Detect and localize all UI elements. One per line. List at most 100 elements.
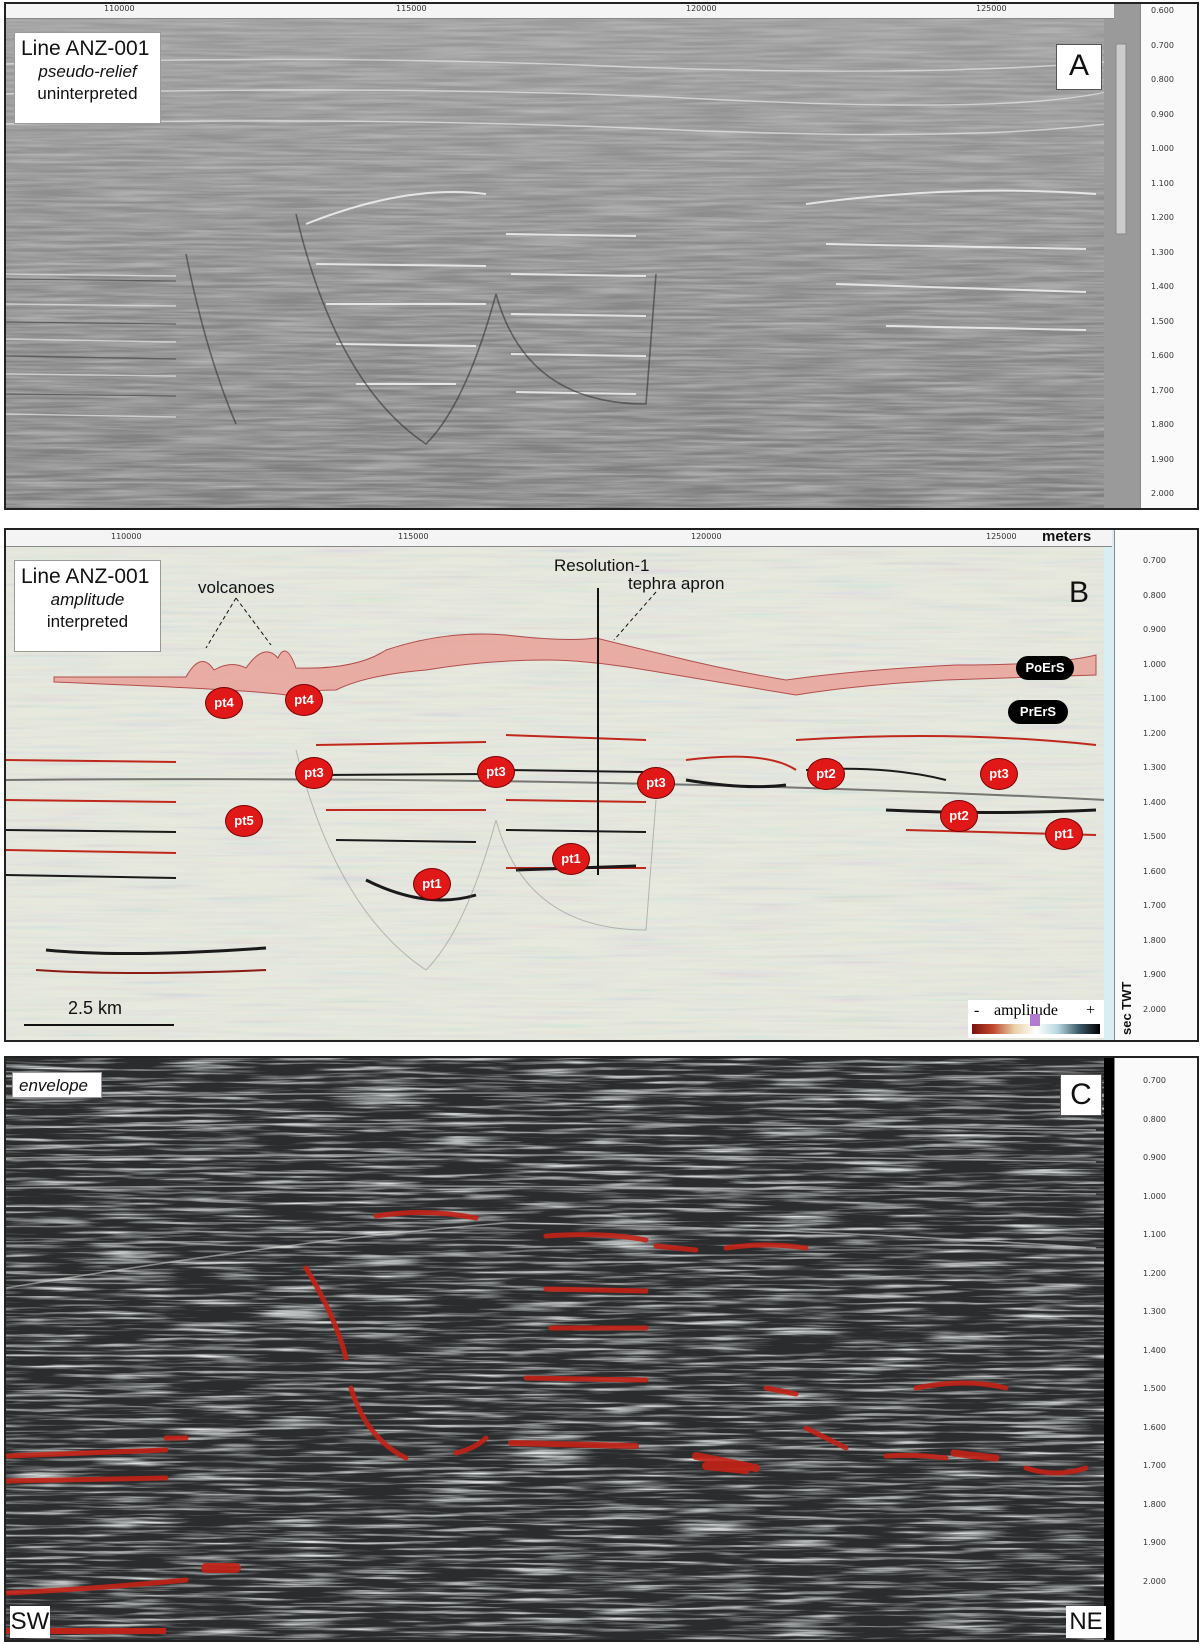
panel-a-right-axis: 0.600 0.700 0.800 0.900 1.000 1.100 1.200 1.300… bbox=[1140, 4, 1197, 508]
y-tick: 0.600 bbox=[1151, 6, 1174, 15]
legend-label: amplitude bbox=[994, 1002, 1058, 1019]
marker-pt4: pt4 bbox=[286, 685, 322, 715]
x-tick: 125000 bbox=[986, 532, 1017, 541]
y-tick: 1.000 bbox=[1143, 659, 1166, 669]
x-tick: 120000 bbox=[691, 532, 722, 541]
surface-label-prers: PrErS bbox=[1008, 700, 1068, 724]
scale-bar: 2.5 km bbox=[24, 998, 174, 1028]
y-tick: 0.800 bbox=[1143, 1114, 1166, 1124]
marker-pt2: pt2 bbox=[808, 759, 844, 789]
panel-letter-a: A bbox=[1056, 44, 1102, 90]
y-tick: 1.300 bbox=[1143, 763, 1166, 772]
marker-pt3: pt3 bbox=[296, 758, 332, 788]
x-tick: 115000 bbox=[398, 532, 429, 541]
y-tick: 1.500 bbox=[1143, 832, 1166, 841]
marker-pt4: pt4 bbox=[206, 688, 242, 718]
y-tick: 2.000 bbox=[1143, 1576, 1166, 1586]
legend-plus: + bbox=[1086, 1002, 1096, 1019]
y-tick: 1.200 bbox=[1143, 1268, 1166, 1278]
legend-colorbar bbox=[972, 1024, 1100, 1034]
y-tick-list: 0.600 0.700 0.800 0.900 1.000 1.100 1.200 1.300… bbox=[1151, 4, 1195, 508]
y-tick: 1.600 bbox=[1151, 351, 1174, 360]
panel-b-top-axis: 110000 115000 120000 125000 meters bbox=[6, 530, 1112, 547]
marker-layer: pt4 pt4 pt5 pt3 pt3 pt3 pt2 pt3 pt2 pt1 pt1 pt1 bbox=[6, 530, 1106, 1040]
marker-pt3: pt3 bbox=[981, 759, 1017, 789]
y-tick: 1.700 bbox=[1143, 901, 1166, 910]
y-tick: 2.000 bbox=[1143, 1004, 1166, 1014]
y-tick: 1.800 bbox=[1143, 1499, 1166, 1509]
amplitude-legend: - amplitude + bbox=[968, 1000, 1104, 1038]
y-tick: 0.900 bbox=[1143, 1153, 1166, 1162]
x-unit-label: meters bbox=[1042, 528, 1092, 545]
panel-b-label: Line ANZ-001 amplitude interpreted bbox=[14, 560, 161, 652]
legend-histogram bbox=[1030, 1014, 1040, 1026]
well-label: Resolution-1 bbox=[554, 556, 650, 575]
status-text: uninterpreted bbox=[37, 84, 138, 103]
y-tick: 1.400 bbox=[1151, 282, 1174, 291]
tephra-apron-label: tephra apron bbox=[628, 574, 725, 593]
y-tick: 0.700 bbox=[1151, 40, 1174, 50]
y-tick: 1.200 bbox=[1151, 213, 1174, 222]
panel-c: 0.700 0.800 0.900 1.000 1.100 1.200 1.300 1.400… bbox=[4, 1056, 1199, 1642]
y-tick: 0.800 bbox=[1143, 590, 1166, 600]
x-tick: 110000 bbox=[104, 4, 135, 13]
x-tick: 125000 bbox=[976, 4, 1007, 13]
y-tick: 0.900 bbox=[1143, 625, 1166, 634]
panel-a-label: Line ANZ-001 pseudo-relief uninterpreted bbox=[14, 32, 161, 124]
panel-b: 110000 115000 120000 125000 meters 0.700… bbox=[4, 528, 1199, 1042]
panel-letter-b: B bbox=[1068, 576, 1089, 609]
y-tick: 1.100 bbox=[1143, 694, 1166, 703]
y-tick: 1.900 bbox=[1151, 454, 1174, 464]
y-tick: 1.800 bbox=[1151, 420, 1174, 429]
marker-pt3: pt3 bbox=[638, 768, 674, 798]
y-tick: 1.900 bbox=[1143, 1538, 1166, 1547]
marker-pt2: pt2 bbox=[941, 801, 977, 831]
y-tick: 1.100 bbox=[1143, 1230, 1166, 1239]
marker-pt1: pt1 bbox=[414, 869, 450, 899]
x-tick: 110000 bbox=[111, 532, 142, 541]
y-tick: 1.400 bbox=[1143, 797, 1166, 807]
y-tick: 1.600 bbox=[1143, 1422, 1166, 1432]
scale-bar-label: 2.5 km bbox=[68, 998, 123, 1018]
y-tick-list: 0.700 0.800 0.900 1.000 1.100 1.200 1.300 1.400… bbox=[1143, 530, 1193, 1040]
attribute-name: envelope bbox=[19, 1076, 89, 1095]
line-title: Line ANZ-001 bbox=[21, 565, 150, 588]
marker-pt3: pt3 bbox=[478, 757, 514, 787]
panel-c-label: envelope bbox=[12, 1072, 102, 1098]
y-tick-list: 0.700 0.800 0.900 1.000 1.100 1.200 1.300 1.400… bbox=[1143, 1058, 1193, 1640]
panel-a-seismic bbox=[6, 4, 1197, 508]
y-tick: 1.600 bbox=[1143, 866, 1166, 876]
direction-sw: SW bbox=[10, 1606, 50, 1638]
y-tick: 1.500 bbox=[1143, 1384, 1166, 1393]
y-tick: 1.300 bbox=[1151, 247, 1174, 257]
y-tick: 1.700 bbox=[1143, 1461, 1166, 1470]
marker-pt1: pt1 bbox=[553, 844, 589, 874]
status-text: interpreted bbox=[46, 612, 129, 631]
line-title: Line ANZ-001 bbox=[21, 37, 150, 60]
surface-label-poers: PoErS bbox=[1016, 656, 1074, 680]
y-tick: 1.300 bbox=[1143, 1307, 1166, 1316]
y-tick: 0.700 bbox=[1143, 1076, 1166, 1085]
volcanoes-label: volcanoes bbox=[198, 578, 275, 597]
panel-b-right-axis: 0.700 0.800 0.900 1.000 1.100 1.200 1.300 1.400… bbox=[1114, 530, 1197, 1040]
panel-a: 110000 115000 120000 125000 0.600 0.700 0.… bbox=[4, 2, 1199, 510]
attribute-name: amplitude bbox=[50, 590, 125, 609]
y-tick: 1.200 bbox=[1143, 728, 1166, 738]
y-unit-label: sec TWT bbox=[1119, 981, 1134, 1035]
scale-bar-line bbox=[24, 1024, 174, 1026]
y-tick: 1.800 bbox=[1143, 935, 1166, 945]
y-tick: 1.400 bbox=[1143, 1345, 1166, 1355]
tephra-apron-shape bbox=[53, 633, 1097, 696]
y-tick: 1.000 bbox=[1151, 144, 1174, 153]
panel-c-seismic bbox=[6, 1058, 1197, 1640]
marker-pt1: pt1 bbox=[1046, 819, 1082, 849]
x-tick: 120000 bbox=[686, 4, 717, 13]
y-tick: 1.100 bbox=[1151, 178, 1174, 188]
y-tick: 0.700 bbox=[1143, 556, 1166, 565]
y-tick: 0.800 bbox=[1151, 75, 1174, 84]
y-tick: 1.700 bbox=[1151, 385, 1174, 395]
x-tick: 115000 bbox=[396, 4, 427, 13]
panel-letter-c: C bbox=[1060, 1074, 1102, 1116]
attribute-name: pseudo-relief bbox=[38, 62, 137, 81]
y-tick: 2.000 bbox=[1151, 489, 1174, 498]
